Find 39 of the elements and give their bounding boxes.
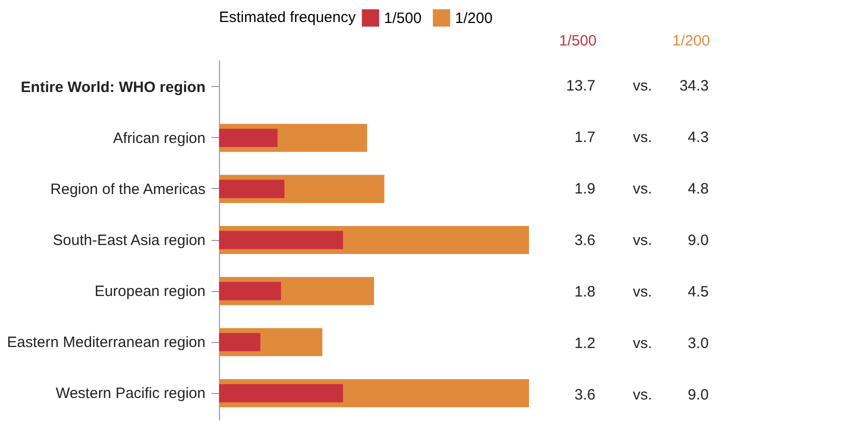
y-tick-label: Eastern Mediterranean region xyxy=(7,334,206,352)
data-label: 1.9 xyxy=(574,180,596,198)
y-tick-label: Region of the Americas xyxy=(50,180,206,198)
data-label: 1.7 xyxy=(574,129,596,146)
y-tick-label: Entire World: WHO region xyxy=(20,78,206,96)
legend-label: 1/200 xyxy=(455,10,493,27)
data-label: 4.5 xyxy=(688,283,709,300)
legend-title: Estimated frequency xyxy=(219,9,356,26)
data-label: 4.8 xyxy=(688,180,709,198)
data-label: 3.6 xyxy=(574,232,596,249)
text: vs. xyxy=(632,386,652,404)
y-tick-label: European region xyxy=(94,283,206,300)
y-tick-label: South-East Asia region xyxy=(52,232,206,249)
text: 1/500 xyxy=(559,32,597,50)
legend-label: 1/500 xyxy=(384,10,422,27)
bar xyxy=(219,230,343,250)
text: 34.3 xyxy=(679,78,709,95)
text: vs. xyxy=(632,180,652,198)
data-label: 1.2 xyxy=(574,334,596,352)
data-label: 3.0 xyxy=(688,334,709,352)
data-label: 9.0 xyxy=(688,232,709,249)
text: vs. xyxy=(632,129,652,146)
bar xyxy=(219,282,281,300)
bar xyxy=(219,333,260,352)
bar xyxy=(219,180,284,198)
data-label: 9.0 xyxy=(688,386,709,404)
data-label: 1.8 xyxy=(574,283,596,300)
text: 1/200 xyxy=(672,32,710,50)
y-tick-label: African region xyxy=(112,130,206,147)
text: vs. xyxy=(632,334,652,352)
bar xyxy=(219,384,343,402)
text: 13.7 xyxy=(566,78,596,95)
y-tick-label: Western Pacific region xyxy=(56,385,206,402)
text: vs. xyxy=(632,283,652,300)
data-label: 4.3 xyxy=(688,129,709,146)
data-label: 3.6 xyxy=(574,386,596,404)
text: vs. xyxy=(632,78,652,95)
bar xyxy=(219,128,278,147)
text: vs. xyxy=(632,232,652,249)
